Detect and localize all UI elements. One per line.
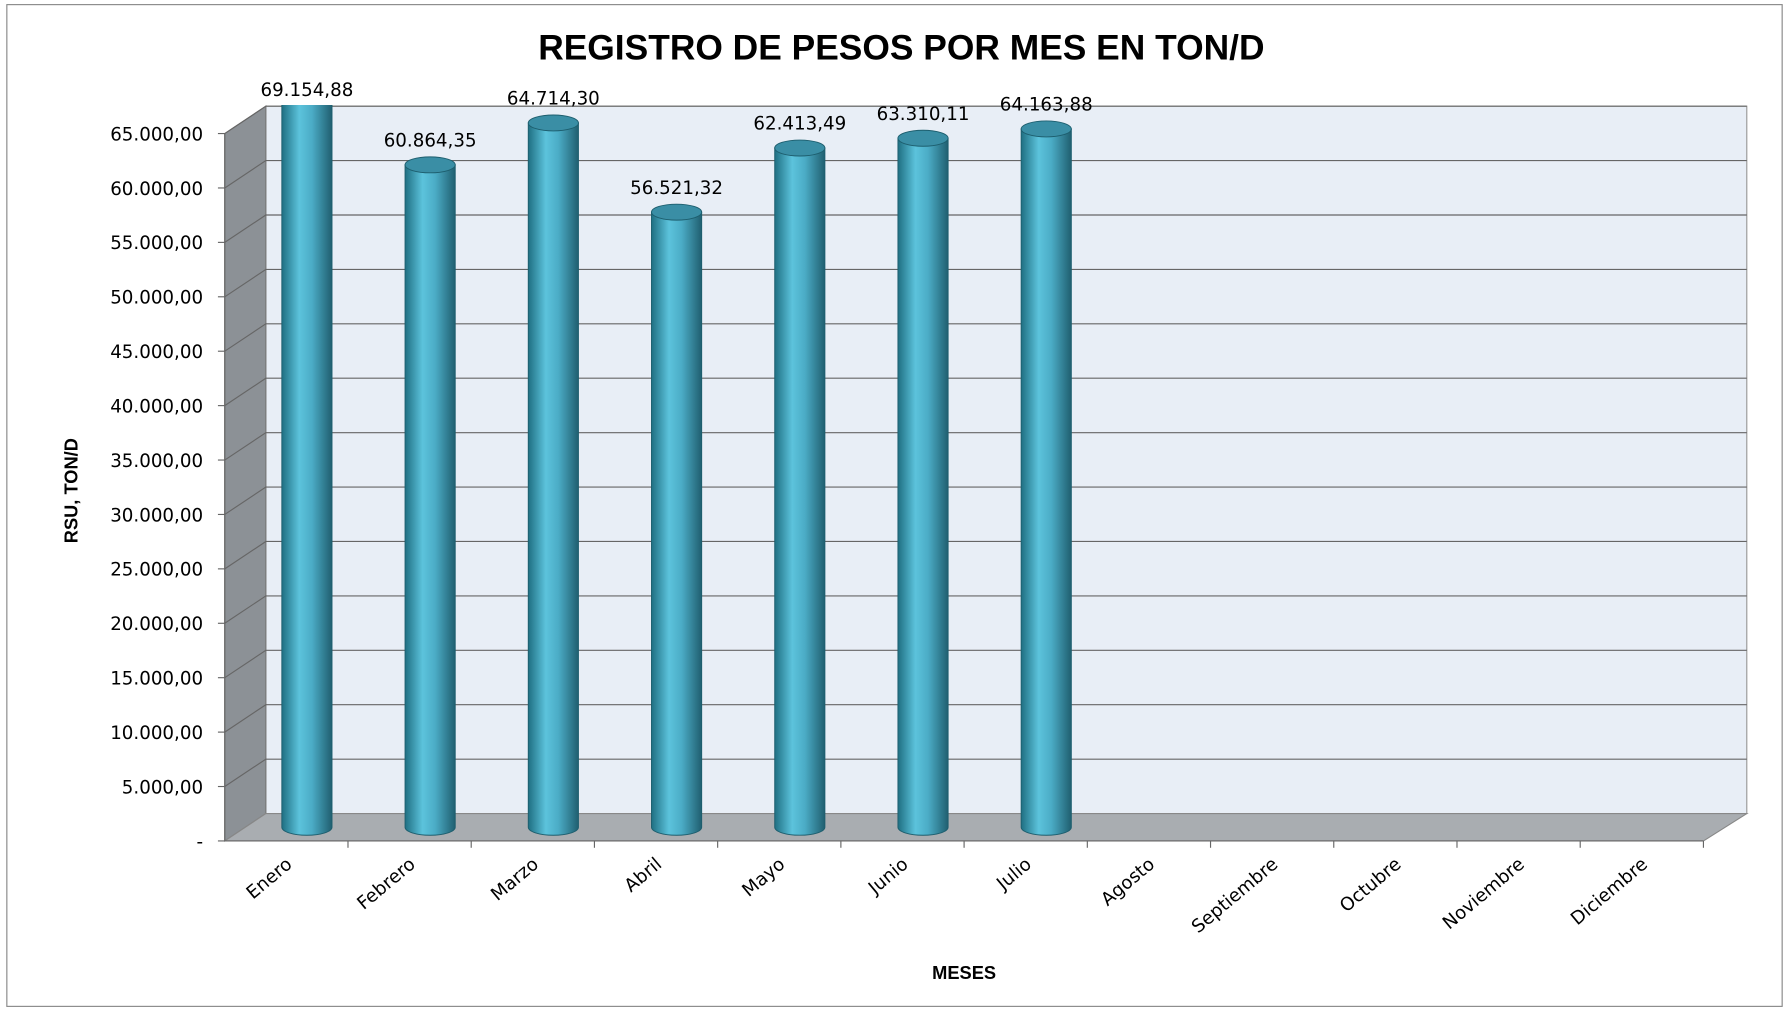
bar-top: [897, 129, 949, 147]
grid-line: [224, 758, 1747, 787]
bar-body: [1020, 128, 1072, 836]
bar: [774, 139, 826, 836]
y-tick-label: 50.000,00: [110, 288, 203, 309]
x-axis-title: MESES: [932, 962, 996, 983]
side-wall: [224, 105, 267, 843]
grid-line: [224, 160, 1747, 189]
grid-line: [224, 649, 1747, 679]
grid-line: [224, 214, 1747, 243]
bar-top: [527, 114, 579, 132]
grid-line: [224, 105, 1747, 135]
bar-body: [651, 211, 703, 836]
data-label: 64.714,30: [507, 89, 600, 110]
bar-body: [404, 164, 456, 836]
y-tick-label: 40.000,00: [110, 396, 203, 417]
bar: [281, 105, 333, 836]
chart-title: REGISTRO DE PESOS POR MES EN TON/D: [538, 28, 1264, 67]
bar-body: [897, 137, 949, 836]
y-tick-label: 15.000,00: [110, 669, 203, 690]
y-tick-label: 45.000,00: [110, 342, 203, 363]
bar: [404, 156, 456, 836]
back-wall: [265, 105, 1748, 815]
data-label: 62.413,49: [753, 114, 846, 135]
y-tick-label: 35.000,00: [110, 451, 203, 472]
bar-body: [774, 147, 826, 836]
y-tick-label: 60.000,00: [110, 179, 203, 200]
y-axis-title: RSU, TON/D: [61, 438, 82, 543]
grid-line: [224, 323, 1747, 352]
grid-line: [224, 268, 1747, 298]
y-tick-label: 55.000,00: [110, 233, 203, 254]
bar: [527, 114, 579, 836]
bar-body: [527, 122, 579, 836]
data-label: 60.864,35: [384, 131, 477, 152]
bar-top: [774, 139, 826, 157]
grid-line: [224, 704, 1747, 733]
bar: [897, 129, 949, 836]
bar-body: [281, 105, 333, 836]
bars: [281, 105, 1072, 836]
y-tick-label: -: [196, 832, 203, 853]
data-label: 56.521,32: [630, 178, 723, 199]
bar: [651, 203, 703, 836]
grid-line: [224, 377, 1747, 407]
y-tick-label: 5.000,00: [122, 777, 203, 798]
y-tick-label: 20.000,00: [110, 614, 203, 635]
bar: [1020, 120, 1072, 836]
y-tick-label: 65.000,00: [110, 124, 203, 145]
y-tick-label: 25.000,00: [110, 560, 203, 581]
grid-line: [224, 432, 1747, 461]
data-label: 63.310,11: [877, 104, 970, 125]
grid-line: [224, 486, 1747, 515]
bar-top: [404, 156, 456, 174]
grid-line: [224, 595, 1747, 624]
bar-top: [651, 203, 703, 221]
y-tick-label: 10.000,00: [110, 723, 203, 744]
grid-line: [224, 540, 1747, 570]
data-label: 64.163,88: [1000, 95, 1093, 116]
y-tick-label: 30.000,00: [110, 505, 203, 526]
data-label: 69.154,88: [260, 80, 353, 101]
bar-top: [1020, 120, 1072, 138]
